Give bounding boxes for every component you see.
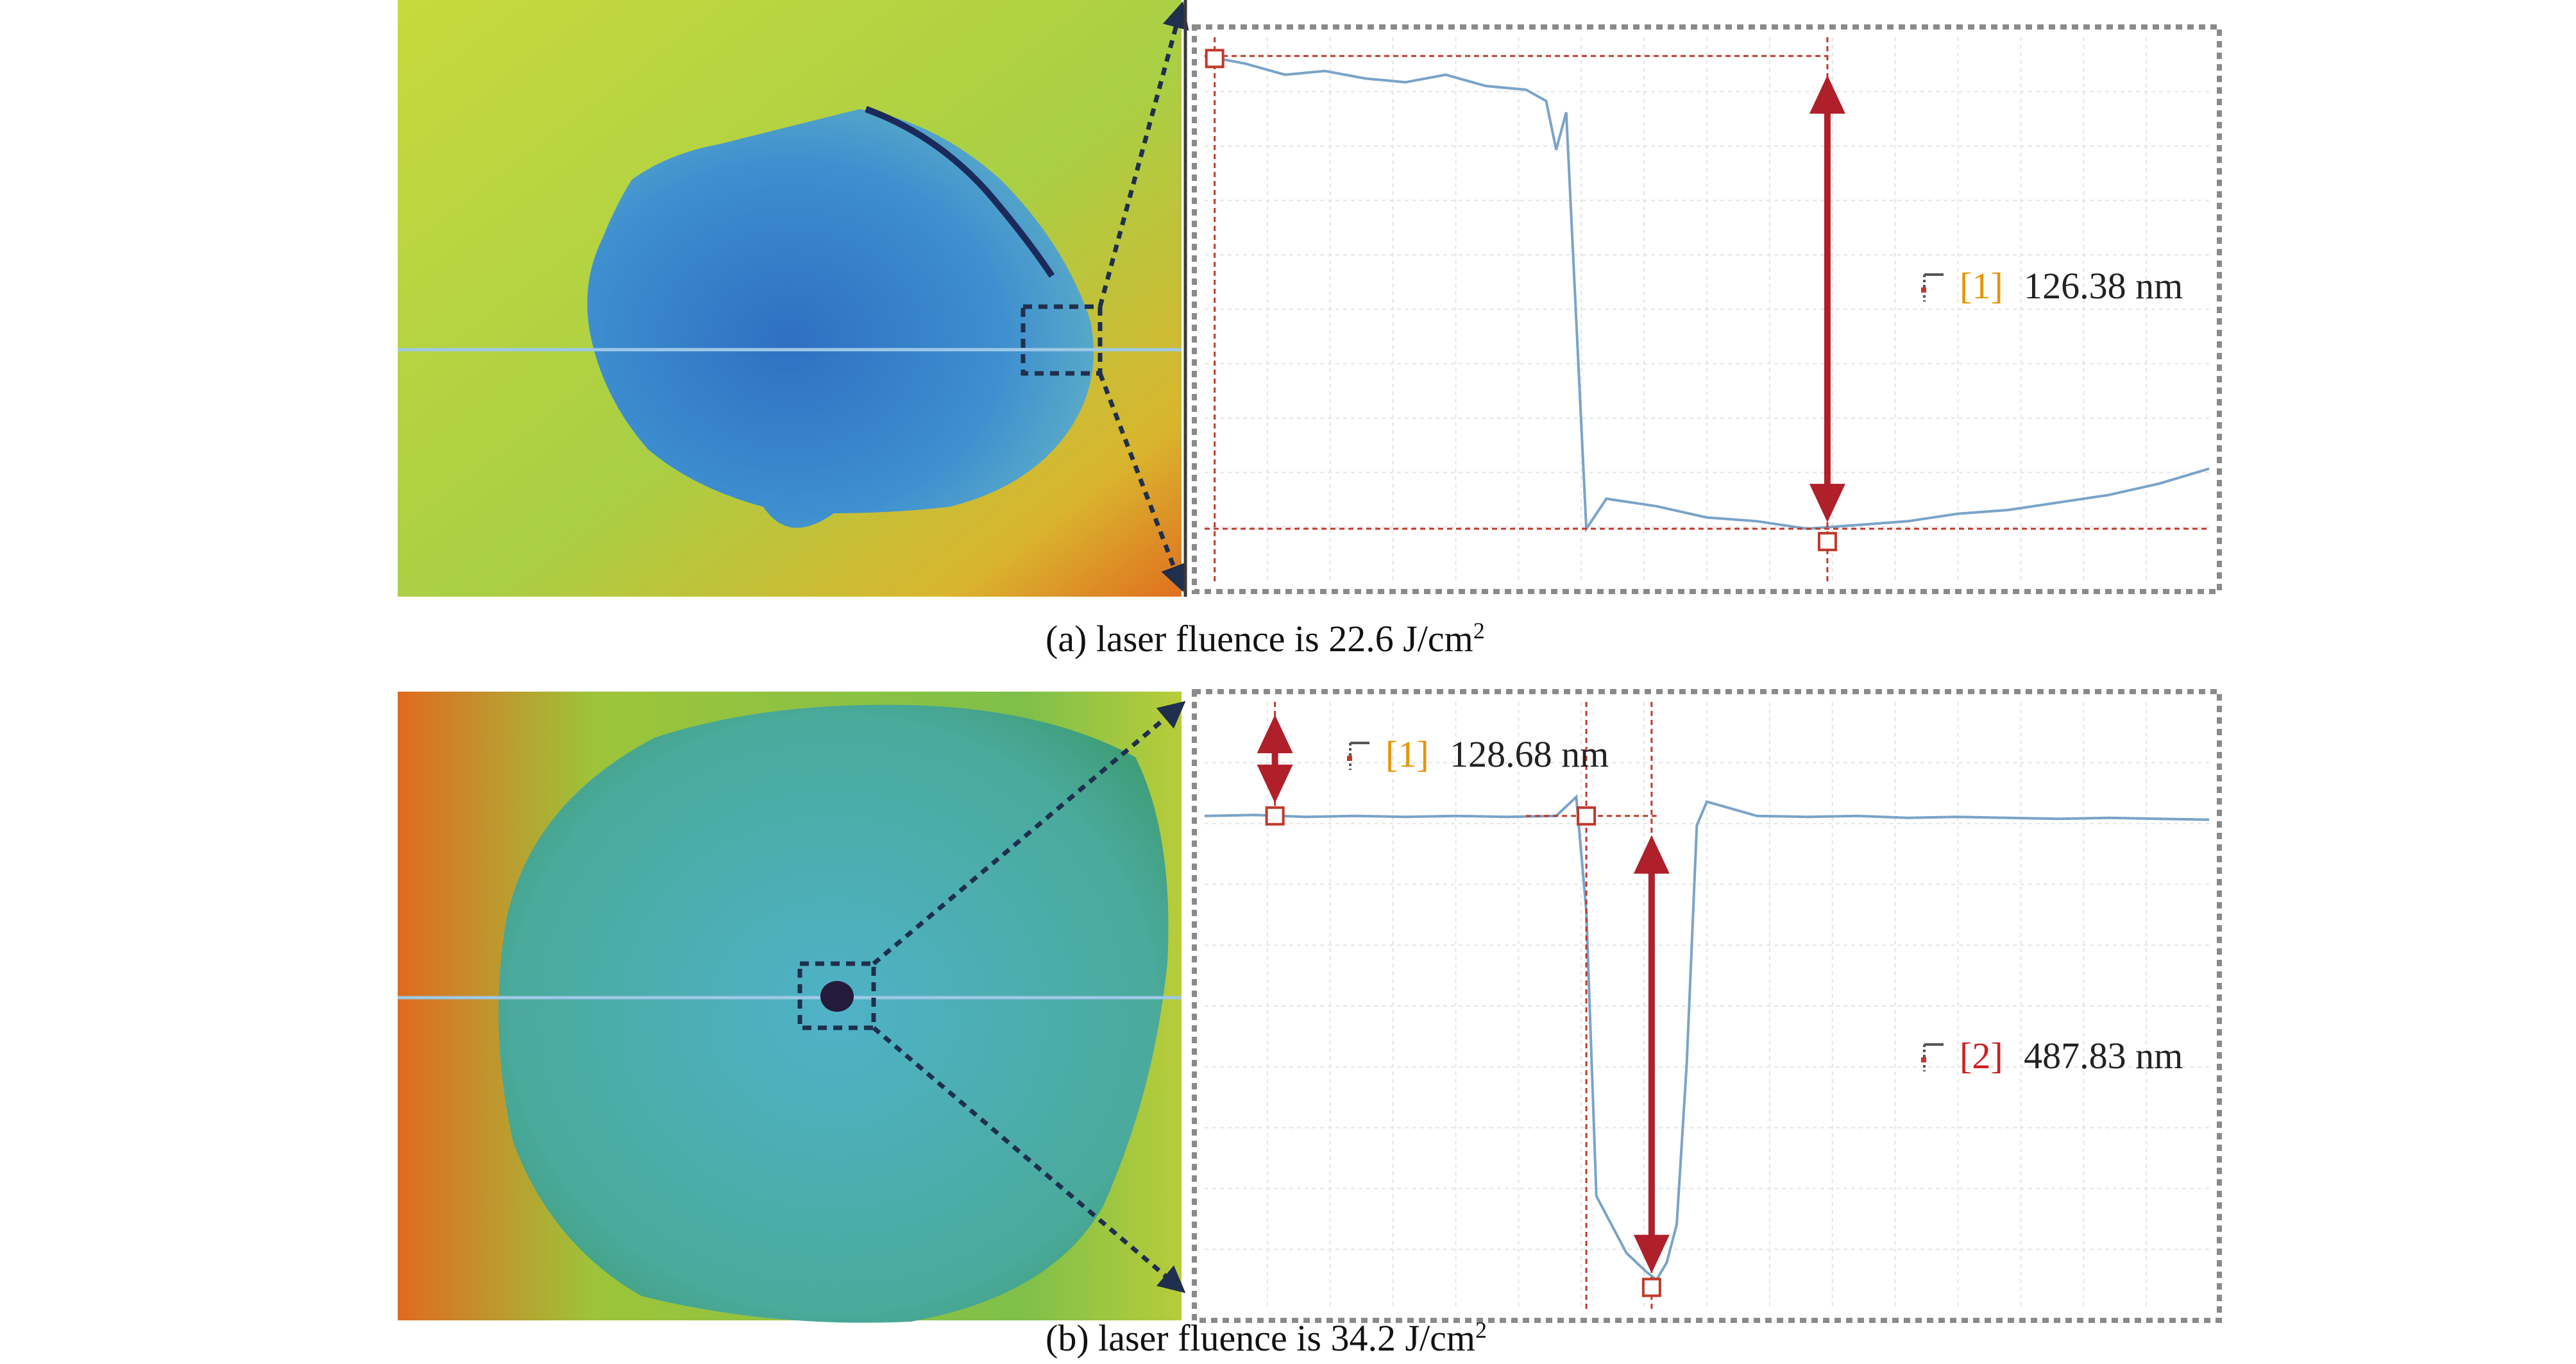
zoom-arrow-a-top bbox=[1097, 1, 1189, 307]
svg-text:[1] 126.38 nm: [1] 126.38 nm bbox=[1960, 265, 2183, 307]
measurement-b-2-value: 487.83 nm bbox=[2024, 1035, 2183, 1077]
zoom-arrow-a-bottom bbox=[1097, 372, 1187, 592]
profile-chart-b: [1] 128.68 nm [2] 487.83 nm bbox=[1192, 689, 2222, 1323]
crater-a bbox=[587, 109, 1094, 528]
marker-1 bbox=[1265, 806, 1285, 826]
svg-text:[1] 128.68 nm: [1] 128.68 nm bbox=[1385, 733, 1609, 775]
micrograph-a bbox=[398, 0, 1189, 597]
markers-a bbox=[1205, 37, 2209, 581]
panel-b: [1] 128.68 nm [2] 487.83 nm bbox=[398, 689, 2222, 1359]
caption-a: (a) laser fluence is 22.6 J/cm2 bbox=[1046, 618, 1485, 660]
marker-end bbox=[1817, 532, 1837, 552]
central-hole bbox=[820, 981, 854, 1012]
marker-3 bbox=[1641, 1277, 1661, 1297]
measurement-b-1-tag: [1] bbox=[1385, 733, 1429, 775]
zoom-box-b bbox=[797, 961, 876, 1030]
zoom-arrow-b-top bbox=[872, 701, 1186, 966]
profile-series-a bbox=[1204, 55, 2210, 533]
caption-b-text: (b) laser fluence is 34.2 J/cm bbox=[1046, 1317, 1475, 1359]
zoom-box-a bbox=[1021, 304, 1103, 376]
measurement-b-1-value: 128.68 nm bbox=[1450, 733, 1609, 775]
measurement-b-1: [1] 128.68 nm bbox=[1347, 733, 1609, 775]
profile-chart-a: [1] 126.38 nm bbox=[1192, 24, 2222, 594]
cursor-icon bbox=[1921, 273, 1944, 302]
micrograph-b bbox=[398, 692, 1186, 1323]
svg-text:[2] 487.83 nm: [2] 487.83 nm bbox=[1960, 1035, 2183, 1077]
height-arrow-1 bbox=[1257, 715, 1293, 803]
crack-edge bbox=[865, 106, 1055, 278]
zoom-arrow-b-bottom bbox=[872, 1026, 1186, 1293]
measurement-a-1: [1] 126.38 nm bbox=[1921, 265, 2183, 307]
marker-2 bbox=[1577, 806, 1597, 826]
caption-a-sup: 2 bbox=[1473, 618, 1485, 644]
markers-b bbox=[1257, 702, 1670, 1310]
measurement-a-1-value: 126.38 nm bbox=[2024, 265, 2183, 307]
profile-series-b bbox=[1204, 794, 2210, 1282]
measurement-b-2: [2] 487.83 nm bbox=[1921, 1035, 2183, 1077]
caption-b: (b) laser fluence is 34.2 J/cm2 bbox=[1046, 1317, 1487, 1359]
panel-a: [1] 126.38 nm (a) laser fluence is 22.6 … bbox=[398, 0, 2222, 660]
caption-a-text: (a) laser fluence is 22.6 J/cm bbox=[1046, 618, 1473, 660]
caption-b-sup: 2 bbox=[1475, 1317, 1487, 1343]
marker-start bbox=[1205, 49, 1224, 69]
measurement-a-1-tag: [1] bbox=[1960, 265, 2003, 307]
crater-b bbox=[498, 704, 1169, 1323]
chart-grid-a bbox=[1205, 37, 2209, 581]
measurement-b-2-tag: [2] bbox=[1960, 1035, 2003, 1077]
cursor-icon bbox=[1347, 742, 1369, 770]
cursor-icon bbox=[1921, 1043, 1944, 1071]
chart-grid-b bbox=[1205, 702, 2209, 1310]
height-arrow-1 bbox=[1809, 75, 1845, 523]
height-arrow-2 bbox=[1633, 835, 1670, 1274]
